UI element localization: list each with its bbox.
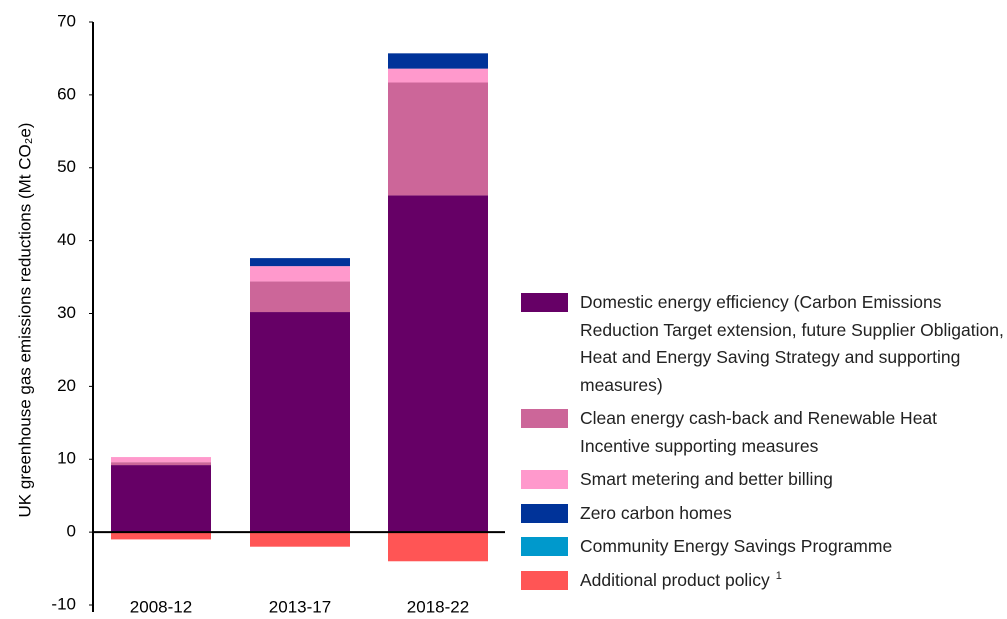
legend-label: Domestic energy efficiency (Carbon Emiss… bbox=[580, 289, 1005, 399]
legend-label: Smart metering and better billing bbox=[580, 466, 1005, 494]
bar-segment bbox=[388, 532, 488, 562]
y-tick-label: 30 bbox=[57, 303, 76, 322]
x-tick-label: 2008-12 bbox=[130, 597, 192, 616]
legend-swatch bbox=[521, 470, 568, 489]
y-axis-label: UK greenhouse gas emissions reductions (… bbox=[15, 123, 34, 518]
legend-entry: Clean energy cash-back and Renewable Hea… bbox=[521, 405, 1005, 460]
legend-swatch bbox=[521, 503, 568, 523]
legend-entry: Domestic energy efficiency (Carbon Emiss… bbox=[521, 289, 1005, 399]
bar-segment bbox=[250, 266, 350, 282]
legend-label: Zero carbon homes bbox=[580, 500, 1005, 528]
bar-segment bbox=[388, 82, 488, 196]
legend-label: Clean energy cash-back and Renewable Hea… bbox=[580, 405, 1005, 460]
legend-text: Clean energy cash-back and Renewable Hea… bbox=[580, 408, 938, 456]
bar-segment bbox=[111, 457, 211, 463]
legend-text: Zero carbon homes bbox=[580, 502, 732, 523]
bar-segment bbox=[388, 53, 488, 69]
bar-segment bbox=[111, 462, 211, 466]
legend-label: Community Energy Savings Programme bbox=[580, 533, 1005, 561]
legend-swatch bbox=[521, 409, 568, 428]
y-tick-label: -10 bbox=[51, 594, 76, 613]
y-tick-label: 50 bbox=[57, 157, 76, 176]
legend-swatch bbox=[521, 537, 568, 556]
legend-label: Additional product policy 1 bbox=[580, 567, 1005, 595]
legend-entry: Smart metering and better billing bbox=[521, 466, 1005, 494]
legend-swatch bbox=[521, 293, 568, 312]
y-tick-label: 20 bbox=[57, 376, 76, 395]
footnote-marker: 1 bbox=[775, 569, 782, 582]
legend-entry: Community Energy Savings Programme bbox=[521, 533, 1005, 561]
bar-segment bbox=[250, 532, 350, 547]
bar-segment bbox=[250, 258, 350, 267]
y-tick-label: 10 bbox=[57, 449, 76, 468]
legend-text: Smart metering and better billing bbox=[580, 469, 833, 489]
x-tick-label: 2018-22 bbox=[407, 597, 469, 616]
legend-swatch bbox=[521, 570, 568, 590]
bar-segment bbox=[388, 68, 488, 83]
legend-text: Domestic energy efficiency (Carbon Emiss… bbox=[580, 292, 1004, 395]
bar-segment bbox=[388, 195, 488, 533]
y-tick-label: 60 bbox=[57, 84, 76, 103]
legend: Domestic energy efficiency (Carbon Emiss… bbox=[521, 289, 1005, 600]
y-tick-label: 0 bbox=[67, 522, 76, 541]
legend-entry: Zero carbon homes bbox=[521, 500, 1005, 528]
bar-segment bbox=[250, 281, 350, 313]
bar-segment bbox=[111, 465, 211, 533]
legend-text: Additional product policy bbox=[580, 569, 770, 590]
legend-text: Community Energy Savings Programme bbox=[580, 536, 893, 556]
bar-segment bbox=[250, 312, 350, 533]
y-tick-label: 40 bbox=[57, 230, 76, 249]
x-tick-label: 2013-17 bbox=[269, 597, 331, 616]
bar-segment bbox=[111, 532, 211, 540]
legend-entry: Additional product policy 1 bbox=[521, 567, 1005, 595]
y-tick-label: 70 bbox=[57, 11, 76, 30]
